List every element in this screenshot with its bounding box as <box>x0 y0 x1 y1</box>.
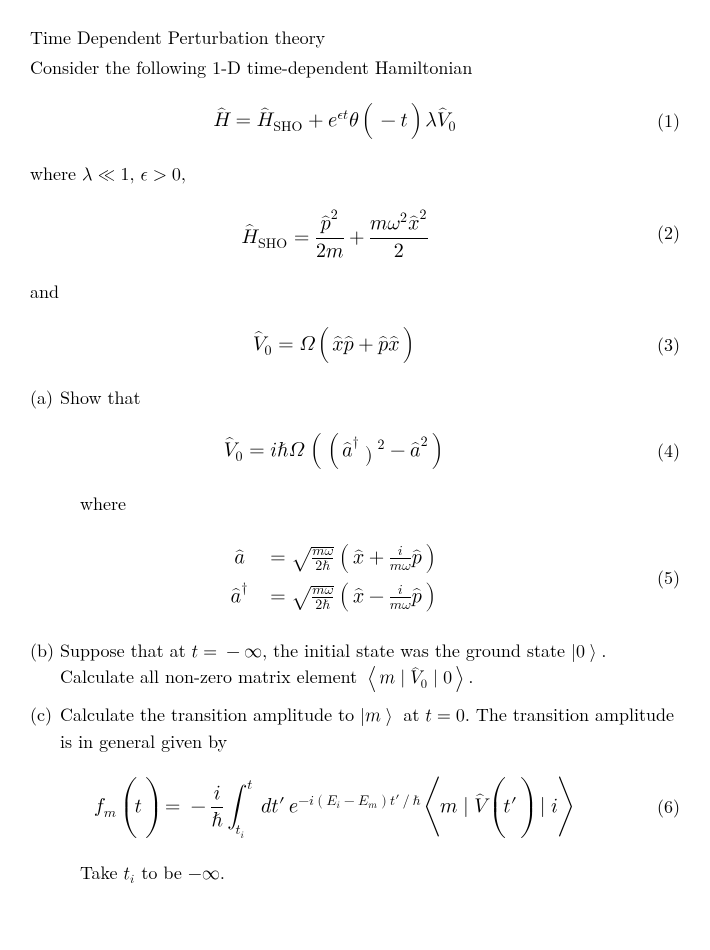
and-text: and <box>30 279 680 305</box>
equation-6: fm(t)=−iℏ∫titdt′e−i(Ei−Em)t′/ℏ⟨m|V^(t′)|… <box>30 777 680 838</box>
equation-3-body: V^0=Ω(x^p^+p^x^) <box>30 327 640 363</box>
where-lambda-epsilon: where λ≪1, ϵ>0, <box>30 161 680 187</box>
part-c-text: Calculate the transition amplitude to |m… <box>60 702 680 754</box>
equation-3-number: (3) <box>640 332 680 358</box>
equation-4-body: V^0=iℏΩ((a^†)2−a^2) <box>30 433 640 469</box>
title-line-2: Consider the following 1-D time-dependen… <box>30 55 680 81</box>
equation-5-number: (5) <box>640 565 680 591</box>
part-c-label: (c) <box>30 702 60 754</box>
part-c: (c) Calculate the transition amplitude t… <box>30 702 680 754</box>
equation-4-number: (4) <box>640 438 680 464</box>
equation-5-body: a^=mω2ℏ(x^+imωp^)a^†=mω2ℏ(x^−imωp^) <box>30 539 640 616</box>
part-a-text: Show that <box>60 385 680 411</box>
equation-2: H^SHO=p^22m+mω2x^22 (2) <box>30 209 680 256</box>
equation-1-number: (1) <box>640 108 680 134</box>
part-a-label: (a) <box>30 385 60 411</box>
equation-6-body: fm(t)=−iℏ∫titdt′e−i(Ei−Em)t′/ℏ⟨m|V^(t′)|… <box>30 777 640 838</box>
equation-3: V^0=Ω(x^p^+p^x^) (3) <box>30 327 680 363</box>
title-block: Time Dependent Perturbation theory Consi… <box>30 25 680 81</box>
part-a: (a) Show that <box>30 385 680 411</box>
equation-5: a^=mω2ℏ(x^+imωp^)a^†=mω2ℏ(x^−imωp^) (5) <box>30 539 680 616</box>
equation-4: V^0=iℏΩ((a^†)2−a^2) (4) <box>30 433 680 469</box>
part-b: (b) Suppose that at t=−∞, the initial st… <box>30 638 680 692</box>
where-text: where <box>80 491 680 517</box>
equation-1: H^=H^SHO+eϵtθ(−t)λV^0 (1) <box>30 103 680 139</box>
equation-6-number: (6) <box>640 794 680 820</box>
take-ti: Take ti to be −∞. <box>80 860 680 886</box>
equation-2-number: (2) <box>640 220 680 246</box>
equation-2-body: H^SHO=p^22m+mω2x^22 <box>30 209 640 256</box>
equation-1-body: H^=H^SHO+eϵtθ(−t)λV^0 <box>30 103 640 139</box>
title-line-1: Time Dependent Perturbation theory <box>30 25 680 51</box>
part-b-label: (b) <box>30 638 60 692</box>
part-b-text: Suppose that at t=−∞, the initial state … <box>60 638 680 692</box>
